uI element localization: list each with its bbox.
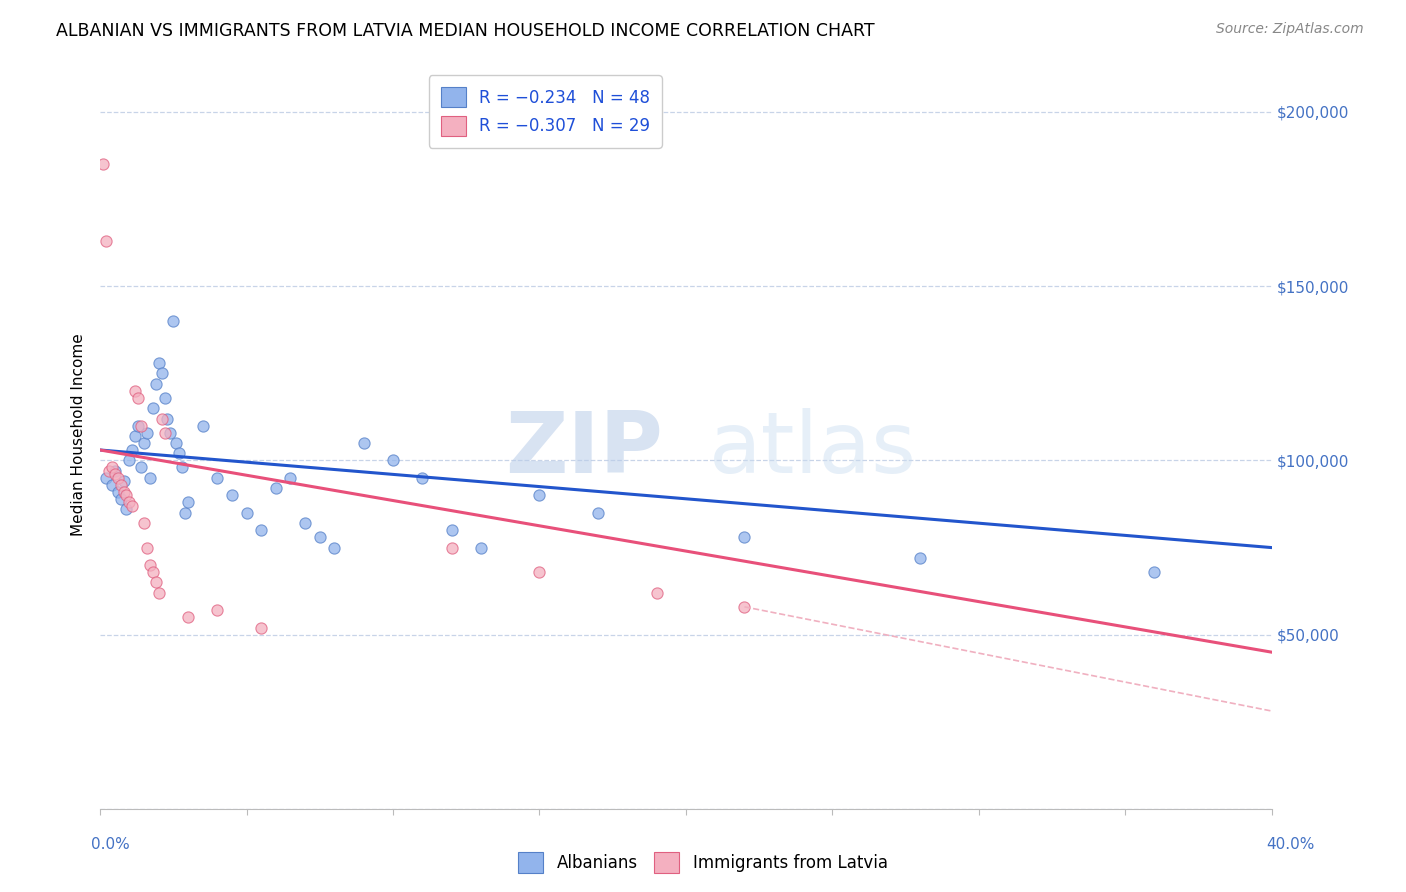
Point xyxy=(280,471,302,485)
Point xyxy=(107,471,129,485)
Point xyxy=(104,464,127,478)
Point xyxy=(1143,565,1166,579)
Point xyxy=(353,436,375,450)
Text: atlas: atlas xyxy=(709,408,917,491)
Point xyxy=(294,516,316,531)
Text: 0.0%: 0.0% xyxy=(91,837,131,852)
Point xyxy=(150,411,173,425)
Point xyxy=(323,541,346,555)
Point xyxy=(177,495,200,509)
Point xyxy=(115,502,138,516)
Point xyxy=(121,442,143,457)
Point xyxy=(440,541,463,555)
Point xyxy=(207,603,229,617)
Text: Source: ZipAtlas.com: Source: ZipAtlas.com xyxy=(1216,22,1364,37)
Point xyxy=(382,453,405,467)
Point xyxy=(101,460,124,475)
Point xyxy=(136,425,159,440)
Point xyxy=(470,541,492,555)
Point xyxy=(91,157,114,171)
Point xyxy=(104,467,127,482)
Text: ALBANIAN VS IMMIGRANTS FROM LATVIA MEDIAN HOUSEHOLD INCOME CORRELATION CHART: ALBANIAN VS IMMIGRANTS FROM LATVIA MEDIA… xyxy=(56,22,875,40)
Point xyxy=(145,575,167,590)
Point xyxy=(529,565,551,579)
Point xyxy=(529,488,551,502)
Point xyxy=(148,356,170,370)
Point xyxy=(112,475,135,489)
Point xyxy=(159,425,181,440)
Point xyxy=(733,599,755,614)
Point xyxy=(129,418,152,433)
Point xyxy=(645,586,668,600)
Point xyxy=(177,610,200,624)
Point xyxy=(132,516,155,531)
Point xyxy=(97,464,120,478)
Point xyxy=(118,495,141,509)
Point xyxy=(124,384,146,398)
Point xyxy=(107,484,129,499)
Point xyxy=(264,481,287,495)
Point xyxy=(132,436,155,450)
Point xyxy=(440,523,463,537)
Text: 40.0%: 40.0% xyxy=(1267,837,1315,852)
Point xyxy=(127,418,149,433)
Point xyxy=(165,436,187,450)
Point xyxy=(127,391,149,405)
Point xyxy=(101,478,124,492)
Point xyxy=(235,506,257,520)
Point xyxy=(191,418,214,433)
Point xyxy=(145,376,167,391)
Point xyxy=(148,586,170,600)
Point xyxy=(94,471,117,485)
Point xyxy=(167,446,190,460)
Point xyxy=(110,491,132,506)
Text: ZIP: ZIP xyxy=(505,408,662,491)
Point xyxy=(308,530,330,544)
Point xyxy=(94,234,117,248)
Point xyxy=(136,541,159,555)
Point xyxy=(124,429,146,443)
Point xyxy=(250,621,273,635)
Point xyxy=(172,460,194,475)
Point xyxy=(150,367,173,381)
Point xyxy=(207,471,229,485)
Point xyxy=(733,530,755,544)
Point xyxy=(221,488,243,502)
Point xyxy=(118,453,141,467)
Point xyxy=(110,478,132,492)
Point xyxy=(139,558,162,572)
Point xyxy=(112,484,135,499)
Point xyxy=(142,565,165,579)
Point xyxy=(908,551,931,566)
Point xyxy=(162,314,184,328)
Point xyxy=(411,471,433,485)
Point xyxy=(121,499,143,513)
Legend: R = −0.234   N = 48, R = −0.307   N = 29: R = −0.234 N = 48, R = −0.307 N = 29 xyxy=(429,76,662,148)
Point xyxy=(139,471,162,485)
Point xyxy=(156,411,179,425)
Point xyxy=(153,425,176,440)
Point xyxy=(129,460,152,475)
Point xyxy=(174,506,197,520)
Point xyxy=(153,391,176,405)
Point xyxy=(250,523,273,537)
Point xyxy=(142,401,165,416)
Legend: Albanians, Immigrants from Latvia: Albanians, Immigrants from Latvia xyxy=(512,846,894,880)
Y-axis label: Median Household Income: Median Household Income xyxy=(72,333,86,536)
Point xyxy=(586,506,609,520)
Point xyxy=(115,488,138,502)
